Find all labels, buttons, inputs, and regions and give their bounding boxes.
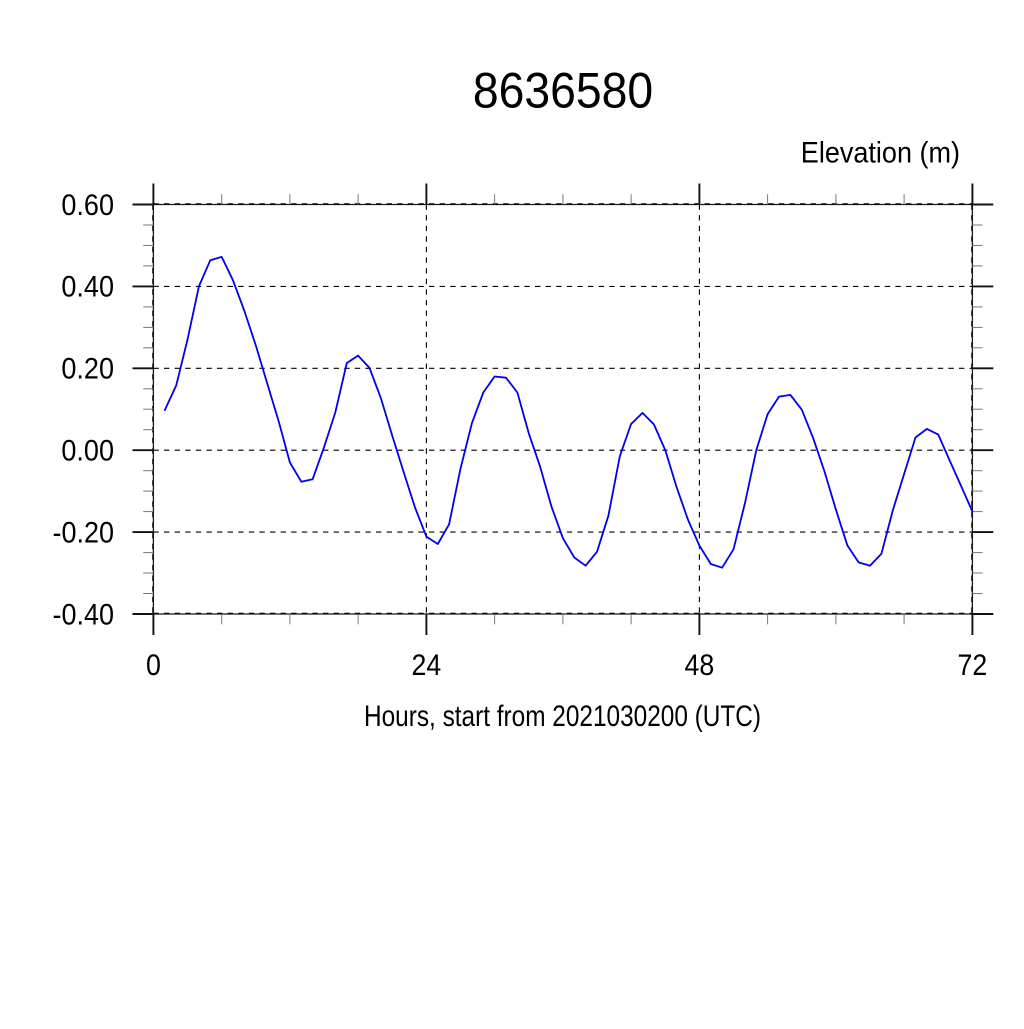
svg-text:0.60: 0.60 (61, 189, 114, 222)
svg-text:48: 48 (685, 649, 715, 682)
svg-text:-0.40: -0.40 (53, 598, 115, 631)
svg-text:-0.20: -0.20 (53, 516, 115, 549)
svg-text:0: 0 (146, 649, 161, 682)
svg-text:24: 24 (412, 649, 442, 682)
svg-text:Elevation (m): Elevation (m) (801, 136, 960, 169)
svg-text:0.40: 0.40 (61, 271, 114, 304)
svg-text:72: 72 (958, 649, 988, 682)
svg-text:0.00: 0.00 (61, 435, 114, 468)
svg-text:8636580: 8636580 (473, 63, 653, 119)
svg-text:Hours, start from 2021030200 (: Hours, start from 2021030200 (UTC) (364, 700, 761, 733)
svg-text:0.20: 0.20 (61, 353, 114, 386)
